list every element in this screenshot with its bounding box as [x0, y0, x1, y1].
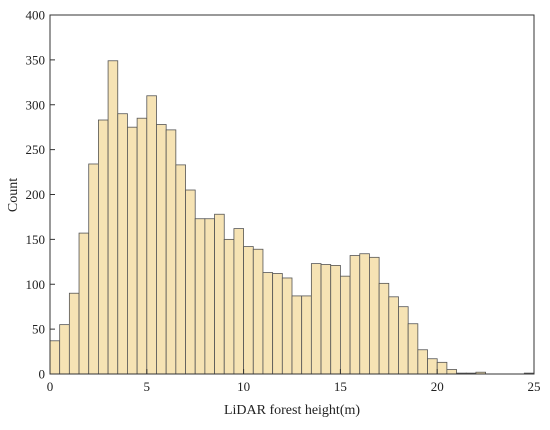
histogram-bar: [88, 163, 99, 375]
histogram-bar: [330, 265, 341, 375]
histogram-bar: [165, 129, 177, 375]
histogram-bar: [127, 126, 138, 375]
y-tick-label: 50: [32, 322, 45, 337]
histogram-bar: [223, 238, 235, 375]
histogram-bar: [272, 273, 283, 375]
histogram-bar: [194, 218, 206, 375]
histogram-bar: [49, 340, 61, 375]
y-tick-label: 250: [26, 142, 46, 157]
histogram-bar: [185, 189, 196, 375]
histogram-bar: [252, 248, 264, 375]
y-axis: 0 50 100 150 200 250 300 350 400: [26, 8, 55, 382]
y-tick-label: 350: [26, 52, 46, 67]
histogram-bar: [427, 358, 438, 375]
histogram-bar: [388, 296, 399, 375]
histogram-bar: [446, 369, 457, 375]
bars-group: [49, 60, 535, 375]
histogram-bar: [243, 246, 254, 375]
y-tick-label: 100: [26, 277, 46, 292]
x-axis: 0 5 10 15 20 25: [47, 369, 541, 394]
histogram-bar: [98, 119, 109, 375]
histogram-bar: [156, 124, 167, 375]
histogram-bar: [175, 164, 186, 375]
histogram-bar: [339, 275, 351, 375]
histogram-bar: [436, 361, 448, 375]
histogram-bar: [301, 295, 312, 375]
histogram-bar: [320, 264, 332, 375]
histogram-bar: [136, 117, 148, 375]
x-tick-label: 20: [431, 379, 444, 394]
histogram-bar: [378, 282, 390, 375]
y-tick-label: 300: [26, 97, 46, 112]
y-tick-label: 200: [26, 187, 46, 202]
histogram-bar: [281, 277, 293, 375]
x-tick-label: 25: [528, 379, 541, 394]
histogram-bar: [204, 218, 215, 375]
x-tick-label: 15: [334, 379, 347, 394]
histogram-bar: [407, 323, 419, 375]
histogram-bar: [117, 113, 128, 375]
x-tick-label: 5: [144, 379, 151, 394]
histogram-bar: [78, 232, 90, 375]
y-tick-label: 400: [26, 8, 46, 23]
x-axis-title: LiDAR forest height(m): [224, 403, 360, 418]
histogram-bar: [359, 253, 370, 375]
histogram-bar: [59, 324, 70, 375]
histogram-bar: [233, 228, 244, 375]
histogram-bar: [68, 292, 80, 375]
histogram-bar: [107, 60, 119, 375]
y-axis-title: Count: [6, 178, 21, 212]
x-tick-label: 0: [47, 379, 54, 394]
y-tick-label: 150: [26, 232, 46, 247]
histogram-bar: [349, 255, 361, 375]
y-tick-label: 0: [39, 367, 46, 382]
histogram-bar: [262, 272, 274, 375]
histogram-bar: [369, 256, 380, 375]
histogram-bar: [310, 263, 322, 375]
histogram-bar: [417, 349, 428, 375]
x-tick-label: 10: [237, 379, 250, 394]
histogram-bar: [398, 306, 409, 375]
histogram-bar: [291, 295, 303, 375]
histogram-bar: [146, 95, 157, 375]
histogram-bar: [214, 213, 225, 375]
